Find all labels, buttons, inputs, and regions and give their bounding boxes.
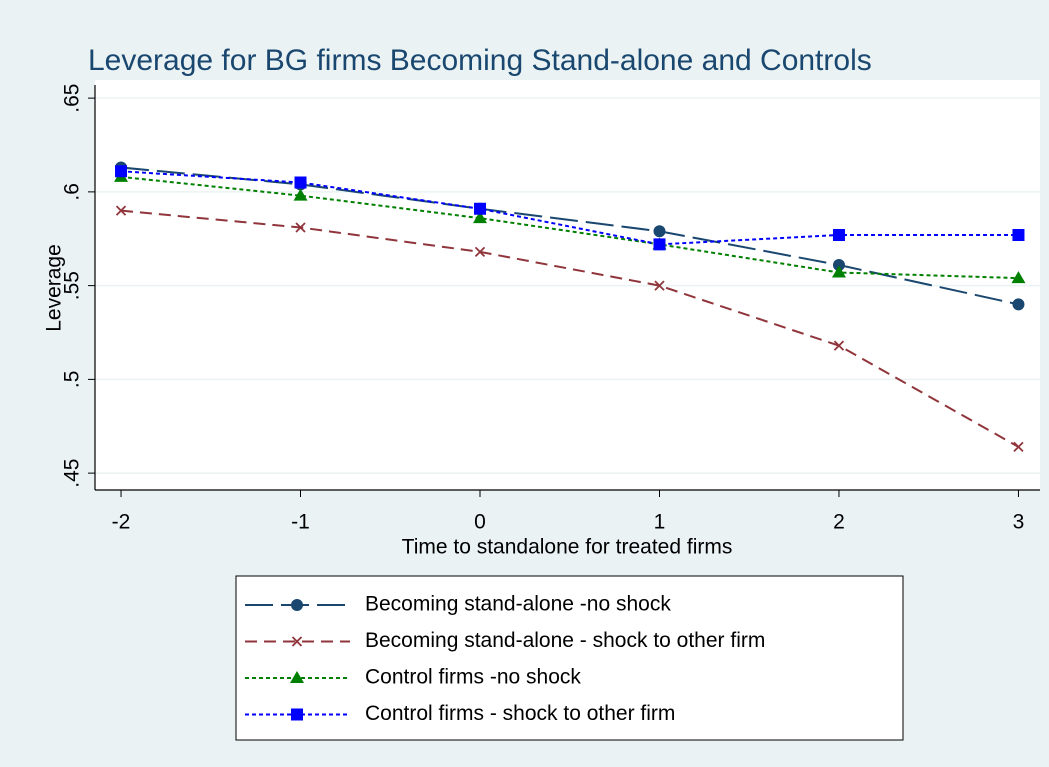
legend-marker (290, 671, 304, 683)
series-line (120, 170, 1019, 246)
legend-label: Becoming stand-alone - shock to other fi… (365, 629, 765, 652)
data-point (832, 259, 845, 271)
data-point (1012, 229, 1025, 241)
y-tick-label: .55 (61, 271, 84, 300)
y-tick-label: .6 (61, 183, 84, 201)
legend-label: Control firms -no shock (365, 666, 581, 689)
legend-marker (291, 708, 303, 721)
legend-box (235, 575, 904, 741)
data-point (832, 229, 845, 241)
y-tick-label: .45 (61, 459, 84, 488)
x-tick-label: -2 (112, 511, 131, 534)
grid (95, 97, 1040, 474)
chart-title: Leverage for BG firms Becoming Stand-alo… (88, 44, 872, 77)
x-tick-label: -1 (291, 511, 310, 534)
data-point (1013, 441, 1024, 453)
legend-marker-shape (291, 708, 303, 721)
data-point (474, 246, 486, 258)
series-line (120, 209, 1019, 448)
y-tick-label: .65 (61, 84, 84, 113)
x-tick-label: 1 (654, 511, 666, 534)
data-point (833, 340, 845, 351)
data-point (654, 280, 665, 291)
x-tick-label: 3 (1013, 511, 1025, 534)
legend-marker-shape (291, 636, 303, 647)
legend-marker-shape (291, 599, 303, 611)
series-line (120, 175, 1019, 280)
data-point (1011, 271, 1026, 284)
data-point (653, 238, 666, 251)
data-point (653, 225, 666, 238)
legend-label: Becoming stand-alone -no shock (365, 593, 671, 616)
x-tick-label: 2 (833, 511, 845, 534)
data-point (294, 176, 307, 189)
data-point (295, 222, 306, 233)
y-tick-label: .5 (61, 371, 84, 389)
data-point (831, 265, 846, 278)
legend-marker-shape (290, 671, 304, 683)
y-axis-title: Leverage (43, 244, 66, 332)
legend-label: Control firms - shock to other firm (365, 702, 675, 725)
data-point (1012, 298, 1025, 311)
x-tick-label: 0 (474, 511, 486, 534)
data-point (293, 188, 308, 201)
legend-marker (291, 599, 303, 611)
lines (114, 161, 1026, 453)
data-point (115, 165, 128, 178)
x-axis-title: Time to standalone for treated firms (402, 536, 733, 559)
data-point (115, 205, 127, 216)
data-point (473, 211, 487, 224)
data-point (474, 202, 486, 215)
legend-marker (291, 636, 303, 647)
